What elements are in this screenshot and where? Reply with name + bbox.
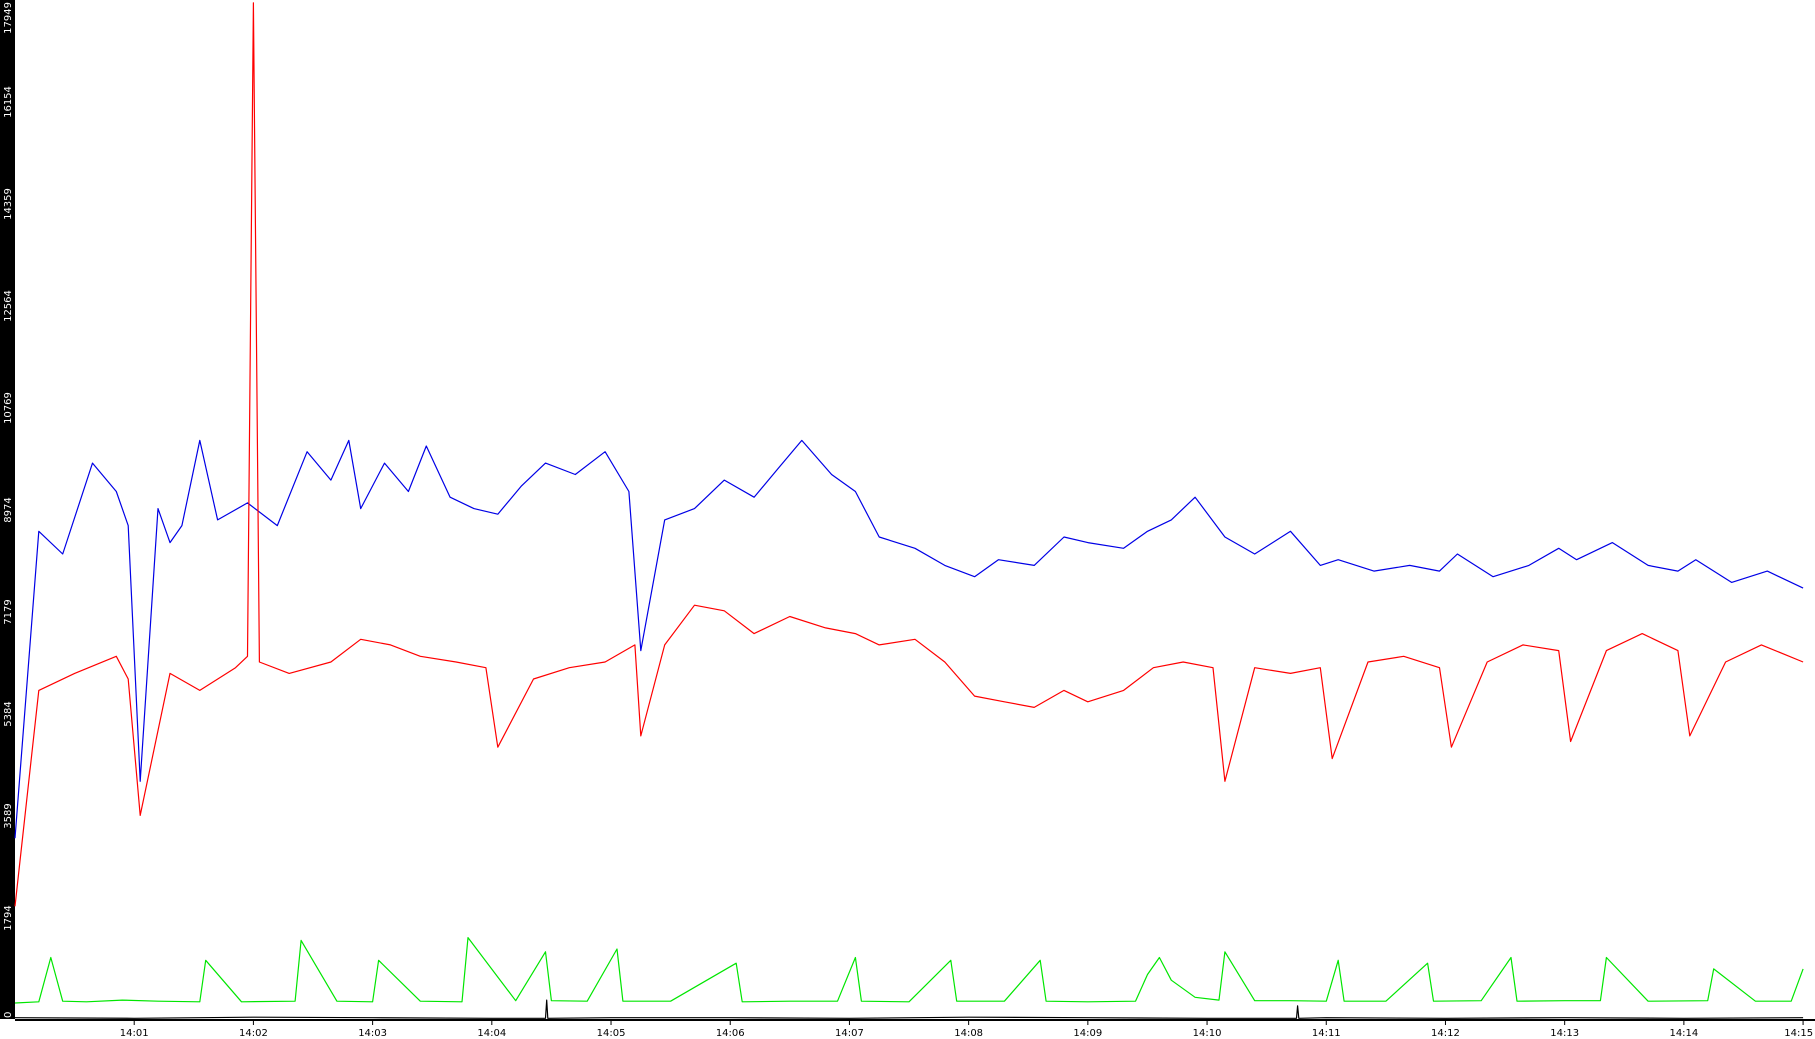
x-tick-label: 14:13 bbox=[1550, 1028, 1579, 1039]
x-tick-label: 14:01 bbox=[120, 1028, 149, 1039]
y-tick-label: 7179 bbox=[3, 599, 14, 624]
x-tick-label: 14:08 bbox=[954, 1028, 983, 1039]
series-line-green bbox=[14, 937, 1804, 1004]
y-tick-label: 14359 bbox=[3, 188, 14, 220]
y-tick-label: 8974 bbox=[3, 497, 14, 522]
x-tick-label: 14:10 bbox=[1193, 1028, 1222, 1039]
x-tick-label: 14:03 bbox=[358, 1028, 387, 1039]
y-axis-ticks: 0 1794 3589 5384 7179 8974 10769 12564 14359 1615… bbox=[3, 2, 14, 1018]
y-tick-label: 16154 bbox=[3, 86, 14, 118]
x-tick-label: 14:15 bbox=[1784, 1028, 1813, 1039]
x-tick-label: 14:06 bbox=[716, 1028, 745, 1039]
x-axis-ticks: 14:01 14:02 14:03 14:04 14:05 14:06 14:07 14:08… bbox=[120, 1021, 1813, 1039]
x-tick-label: 14:12 bbox=[1431, 1028, 1460, 1039]
y-tick-label: 10769 bbox=[3, 392, 14, 424]
x-tick-label: 14:09 bbox=[1073, 1028, 1102, 1039]
x-tick-label: 14:14 bbox=[1669, 1028, 1698, 1039]
y-tick-label: 17949 bbox=[3, 2, 14, 34]
series-line-black bbox=[14, 999, 1804, 1019]
y-axis-strip bbox=[0, 0, 15, 1039]
x-tick-label: 14:11 bbox=[1312, 1028, 1341, 1039]
series-line-blue bbox=[14, 439, 1804, 839]
series-line-red bbox=[14, 2, 1804, 907]
y-tick-label: 0 bbox=[3, 1012, 14, 1018]
x-tick-label: 14:02 bbox=[239, 1028, 268, 1039]
y-tick-label: 1794 bbox=[3, 905, 14, 930]
series-layer bbox=[14, 2, 1804, 1019]
y-tick-label: 3589 bbox=[3, 803, 14, 828]
x-tick-label: 14:04 bbox=[477, 1028, 506, 1039]
x-tick-label: 14:07 bbox=[835, 1028, 864, 1039]
x-tick-label: 14:05 bbox=[597, 1028, 626, 1039]
y-tick-label: 12564 bbox=[3, 290, 14, 322]
x-axis-strip bbox=[0, 1019, 1815, 1039]
y-tick-label: 5384 bbox=[3, 701, 14, 726]
